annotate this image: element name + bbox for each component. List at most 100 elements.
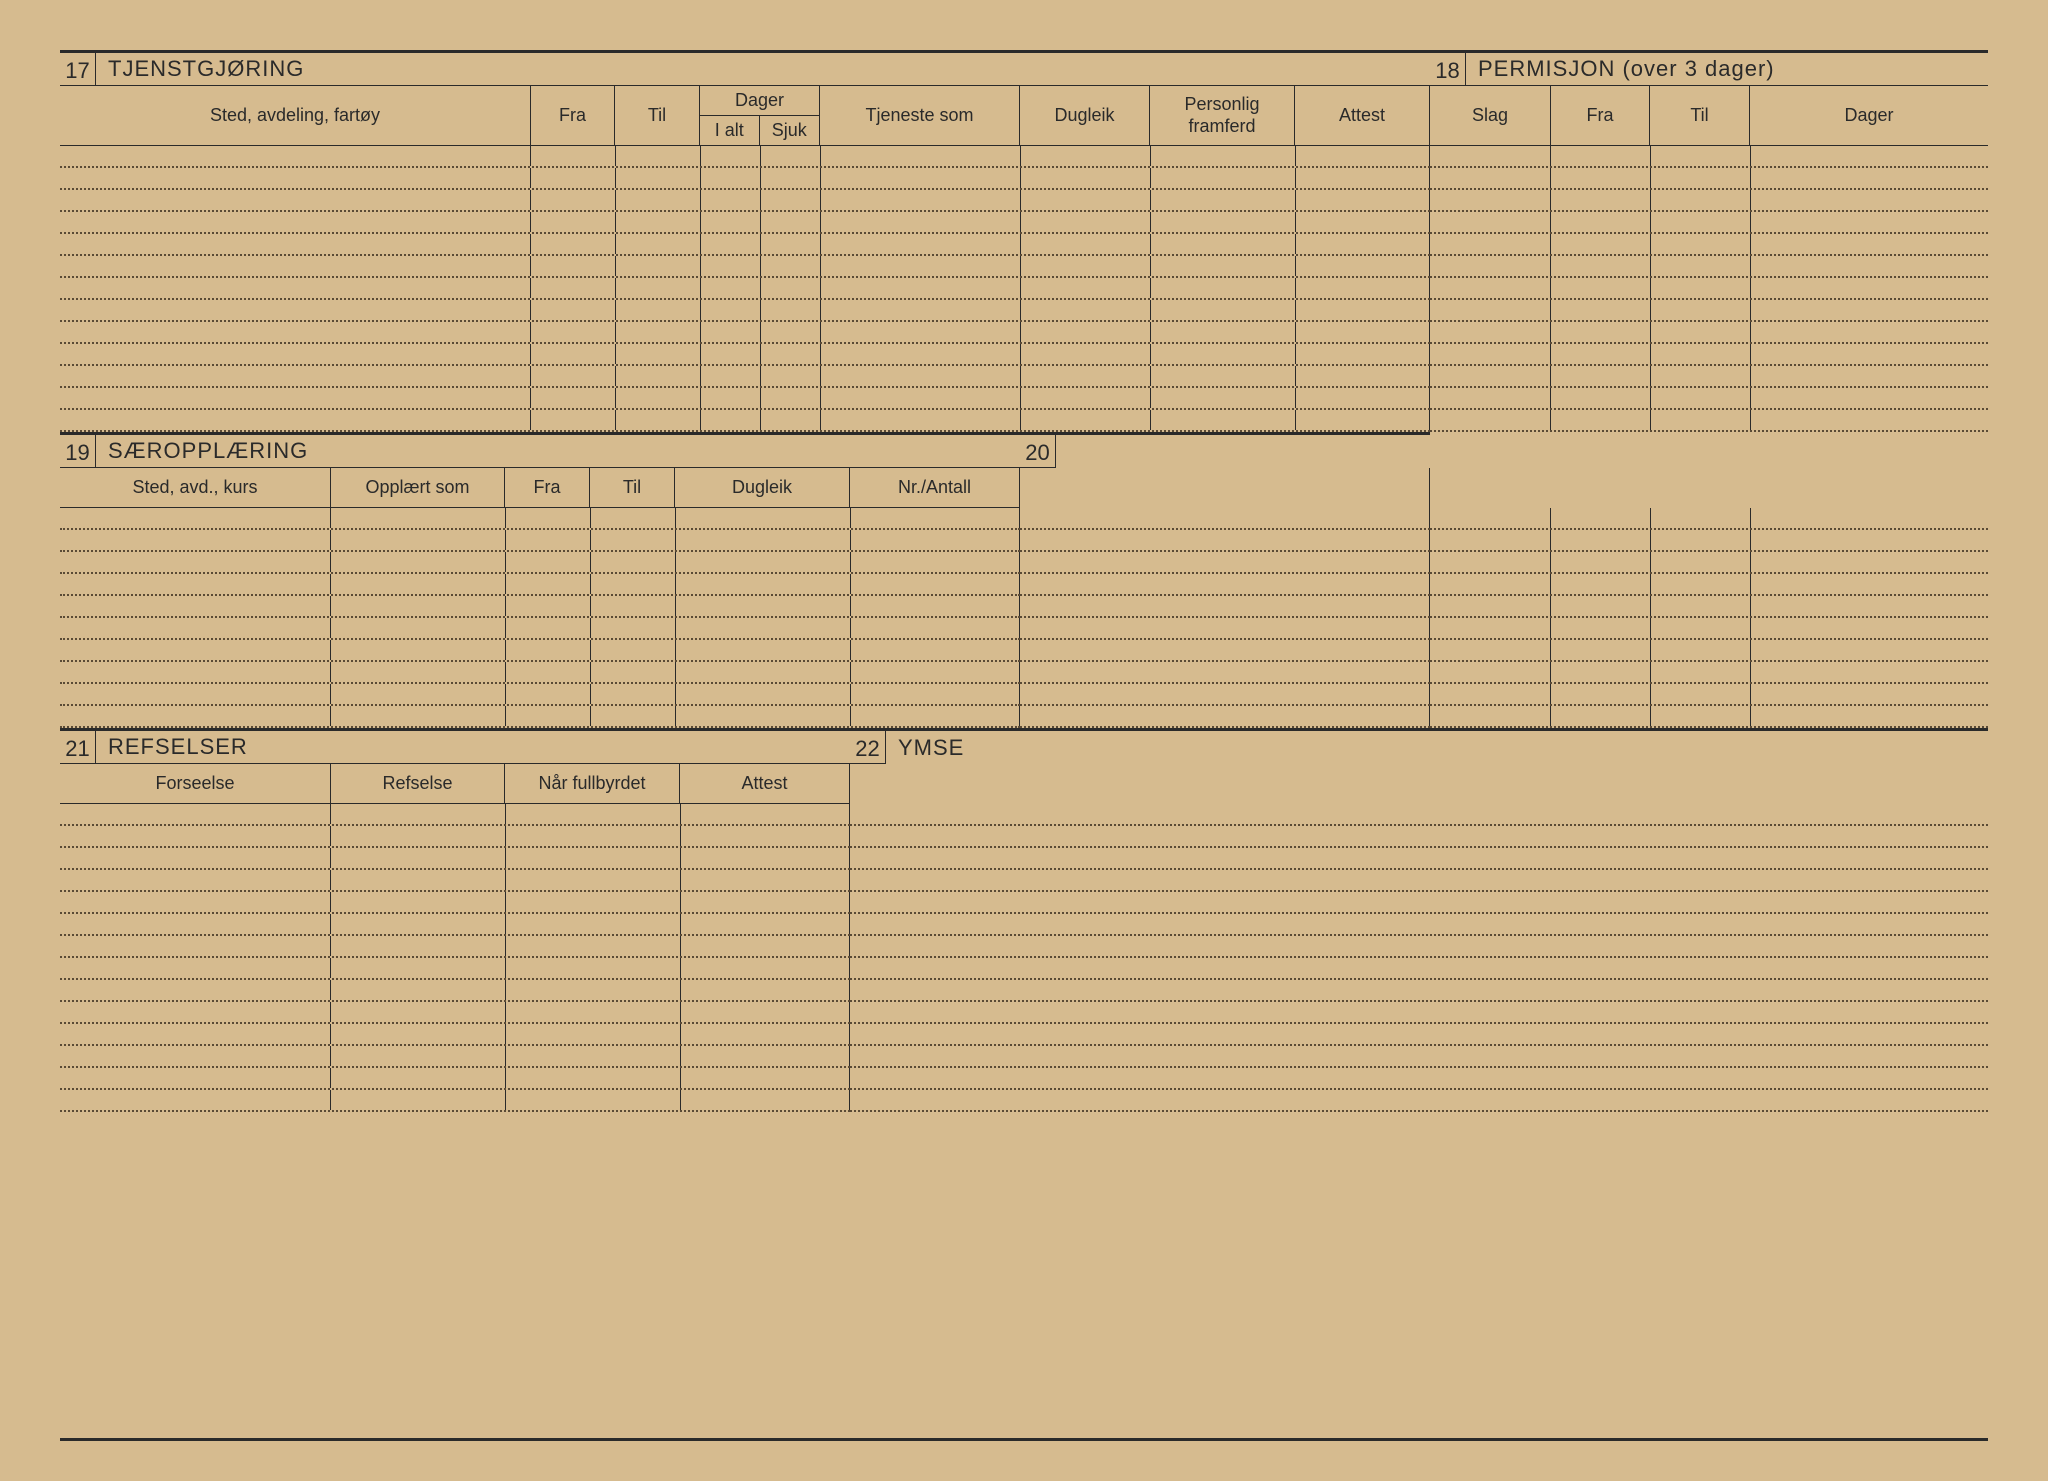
table-row	[1430, 662, 1988, 684]
table-row	[1020, 574, 1430, 596]
section-20-rows	[1020, 508, 1430, 728]
table-row	[1430, 366, 1988, 388]
table-row	[60, 1002, 850, 1024]
section-18-title: PERMISJON (over 3 dager)	[1466, 56, 1775, 82]
col-slag: Slag	[1430, 86, 1550, 145]
table-row	[850, 804, 1988, 826]
table-row	[60, 344, 1430, 366]
row-19-20: 19 SÆROPPLÆRING Sted, avd., kurs Opplært…	[60, 432, 1988, 728]
table-row	[1430, 530, 1988, 552]
section-20: 20	[1020, 432, 1430, 728]
table-row	[1430, 706, 1988, 728]
table-row	[1430, 256, 1988, 278]
table-row	[1020, 596, 1430, 618]
col-fra19: Fra	[505, 468, 590, 507]
table-row	[1430, 212, 1988, 234]
col-dager-group: Dager I alt Sjuk	[700, 86, 820, 145]
section-18-number: 18	[1430, 53, 1466, 85]
col-dugleik19: Dugleik	[675, 468, 850, 507]
table-row	[60, 508, 1020, 530]
table-row	[1430, 552, 1988, 574]
col-nr: Nr./Antall	[850, 468, 1020, 507]
col-dugleik: Dugleik	[1020, 86, 1150, 145]
table-row	[1020, 530, 1430, 552]
section-17-columns: Sted, avdeling, fartøy Fra Til Dager I a…	[60, 86, 1430, 146]
section-22-number: 22	[850, 731, 886, 764]
section-17-header: 17 TJENSTGJØRING	[60, 50, 1430, 86]
table-row	[1430, 596, 1988, 618]
section-21-header: 21 REFSELSER	[60, 728, 850, 764]
table-row	[60, 146, 1430, 168]
table-row	[1430, 322, 1988, 344]
table-row	[60, 618, 1020, 640]
col-til18: Til	[1650, 86, 1750, 145]
table-row	[1020, 662, 1430, 684]
table-row	[850, 914, 1988, 936]
table-row	[60, 706, 1020, 728]
table-row	[1430, 344, 1988, 366]
col-opplart: Opplært som	[330, 468, 505, 507]
table-row	[60, 322, 1430, 344]
table-row	[60, 574, 1020, 596]
table-row	[60, 234, 1430, 256]
table-row	[1020, 640, 1430, 662]
col-attest: Attest	[1295, 86, 1430, 145]
section-17: 17 TJENSTGJØRING Sted, avdeling, fartøy …	[60, 50, 1430, 432]
table-row	[60, 662, 1020, 684]
table-row	[850, 1090, 1988, 1112]
table-row	[60, 300, 1430, 322]
section-20-spacer	[1020, 468, 1430, 508]
col-fra: Fra	[530, 86, 615, 145]
s18b-spacer2	[1430, 468, 1988, 508]
table-row	[60, 848, 850, 870]
col-refselse: Refselse	[330, 764, 505, 803]
table-row	[60, 552, 1020, 574]
section-17-title: TJENSTGJØRING	[96, 56, 304, 82]
table-row	[60, 530, 1020, 552]
table-row	[60, 804, 850, 826]
table-row	[60, 826, 850, 848]
table-row	[60, 892, 850, 914]
col-forseelse: Forseelse	[60, 764, 330, 803]
section-22-spacer	[850, 764, 1988, 804]
table-row	[850, 1024, 1988, 1046]
table-row	[1430, 234, 1988, 256]
section-22-title: YMSE	[886, 735, 964, 761]
table-row	[850, 892, 1988, 914]
section-17-number: 17	[60, 53, 96, 85]
table-row	[1430, 388, 1988, 410]
col-til: Til	[615, 86, 700, 145]
table-row	[850, 1068, 1988, 1090]
table-row	[1430, 190, 1988, 212]
col-fra18: Fra	[1550, 86, 1650, 145]
table-row	[60, 256, 1430, 278]
section-21-columns: Forseelse Refselse Når fullbyrdet Attest	[60, 764, 850, 804]
section-19-number: 19	[60, 435, 96, 467]
section-18-columns: Slag Fra Til Dager	[1430, 86, 1988, 146]
col-dager18: Dager	[1750, 86, 1988, 145]
table-row	[60, 640, 1020, 662]
section-21: 21 REFSELSER Forseelse Refselse Når full…	[60, 728, 850, 1112]
table-row	[1430, 684, 1988, 706]
table-row	[60, 1068, 850, 1090]
section-19-header: 19 SÆROPPLÆRING	[60, 432, 1020, 468]
table-row	[1430, 574, 1988, 596]
table-row	[1020, 706, 1430, 728]
col-attest21: Attest	[680, 764, 850, 803]
table-row	[850, 936, 1988, 958]
table-row	[60, 1090, 850, 1112]
section-22-rows	[850, 804, 1988, 1112]
table-row	[1020, 618, 1430, 640]
table-row	[60, 1046, 850, 1068]
section-18-continued	[1430, 432, 1988, 728]
table-row	[60, 914, 850, 936]
section-19: 19 SÆROPPLÆRING Sted, avd., kurs Opplært…	[60, 432, 1020, 728]
section-21-number: 21	[60, 731, 96, 763]
col-dager: Dager	[700, 86, 819, 116]
section-17-rows	[60, 146, 1430, 432]
section-18: 18 PERMISJON (over 3 dager) Slag Fra Til…	[1430, 50, 1988, 432]
col-personlig: Personlig framferd	[1150, 86, 1295, 145]
table-row	[1430, 508, 1988, 530]
table-row	[60, 980, 850, 1002]
table-row	[60, 212, 1430, 234]
